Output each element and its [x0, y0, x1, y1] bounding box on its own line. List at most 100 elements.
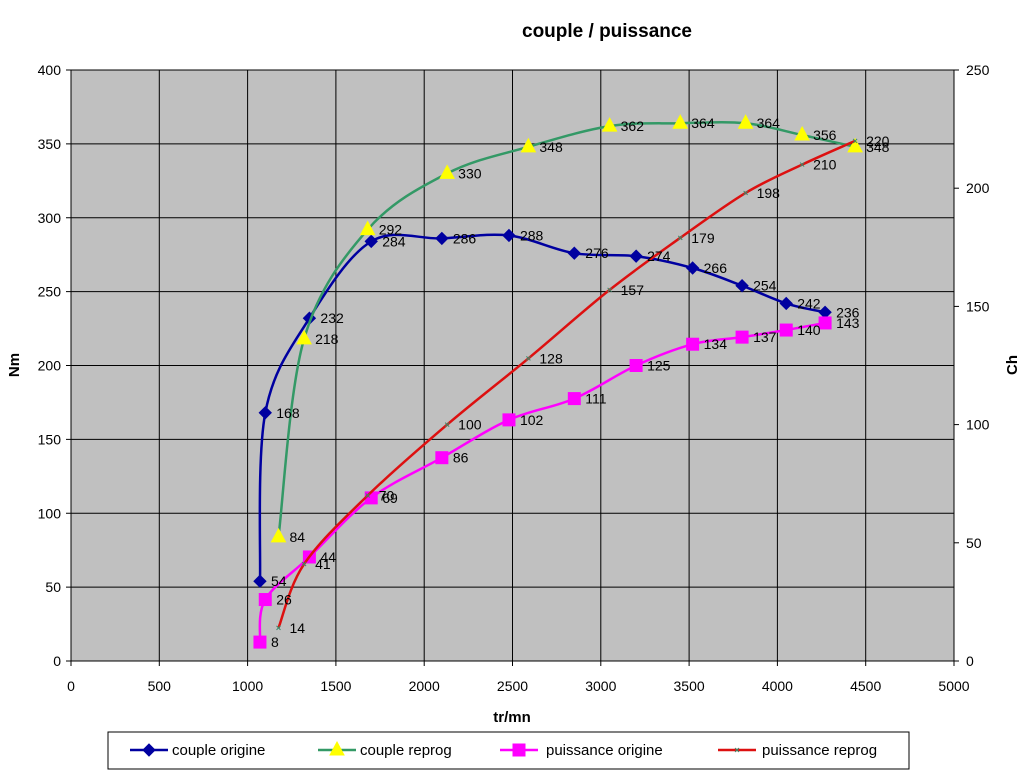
data-label-puissance-origine: 102	[520, 412, 544, 428]
x-tick-label: 4000	[762, 678, 793, 694]
y-left-tick-label: 300	[38, 210, 62, 226]
data-point-puissance-origine	[502, 413, 516, 427]
data-point-couple-origine	[567, 246, 582, 260]
data-point-puissance-reprog	[444, 422, 450, 427]
x-marker-stroke	[301, 561, 307, 567]
x-tick-label: 4500	[850, 678, 881, 694]
y-left-tick-label: 400	[38, 62, 62, 78]
data-label-couple-origine: 288	[520, 227, 544, 243]
data-label-puissance-origine: 125	[647, 358, 671, 374]
series-line-puissance-reprog	[277, 139, 856, 629]
data-label-puissance-origine: 69	[382, 490, 398, 506]
data-point-couple-reprog	[601, 117, 618, 132]
data-labels: 54 168 232 284 286 288 276 274 266 254 242 236 84 218…	[271, 115, 890, 650]
data-label-puissance-origine: 111	[585, 391, 606, 407]
legend-label: puissance origine	[546, 742, 663, 759]
data-label-couple-reprog: 348	[539, 139, 563, 155]
data-label-couple-reprog: 364	[757, 115, 781, 131]
data-label-couple-reprog: 292	[379, 222, 403, 238]
x-marker-stroke	[852, 138, 858, 144]
x-marker-stroke	[444, 422, 450, 427]
data-label-puissance-origine: 8	[271, 634, 279, 650]
legend: couple origine couple reprog puissance ori…	[107, 731, 910, 770]
data-point-puissance-reprog	[276, 625, 281, 631]
data-point-couple-reprog	[672, 114, 689, 129]
x-tick-label: 0	[67, 678, 75, 694]
x-tick-label: 5000	[938, 678, 969, 694]
data-label-puissance-origine: 137	[753, 329, 777, 345]
legend-item-puissance-reprog: puissance reprog	[718, 742, 877, 759]
data-label-puissance-origine: 134	[704, 336, 728, 352]
data-label-puissance-reprog: 157	[621, 282, 645, 298]
x-tick-label: 2500	[497, 678, 528, 694]
data-label-puissance-reprog: 220	[866, 133, 890, 149]
x-marker-stroke	[799, 162, 805, 167]
y-left-tick-label: 0	[53, 653, 61, 669]
data-point-puissance-reprog	[852, 138, 858, 144]
data-label-couple-origine: 254	[753, 278, 777, 294]
y-right-tick-label: 50	[966, 535, 982, 551]
series-layer	[253, 114, 863, 649]
x-marker-stroke	[677, 235, 683, 241]
legend-label: couple reprog	[360, 742, 452, 759]
x-marker-stroke	[734, 747, 740, 753]
data-point-couple-origine	[779, 296, 793, 311]
data-label-puissance-origine: 140	[797, 322, 821, 338]
data-point-puissance-reprog	[301, 561, 307, 567]
data-label-puissance-origine: 86	[453, 450, 469, 466]
data-label-couple-origine: 168	[276, 405, 300, 421]
y-left-tick-label: 250	[38, 284, 62, 300]
data-label-couple-reprog: 356	[813, 127, 837, 143]
data-label-couple-reprog: 364	[691, 115, 715, 131]
series-puissance-reprog	[276, 138, 858, 631]
chart-title: couple / puissance	[522, 21, 692, 42]
legend-item-couple-reprog: couple reprog	[318, 740, 452, 759]
data-point-couple-origine	[685, 261, 700, 275]
legend-item-puissance-origine: puissance origine	[500, 742, 663, 759]
x-marker-stroke	[526, 356, 531, 361]
data-label-couple-reprog: 84	[290, 529, 306, 545]
legend-label: couple origine	[172, 742, 265, 759]
x-tick-label: 2000	[409, 678, 440, 694]
y-left-tick-label: 100	[38, 505, 62, 521]
legend-swatch-marker	[142, 743, 156, 757]
y-left-tick-label: 350	[38, 136, 62, 152]
x-tick-label: 1500	[320, 678, 351, 694]
legend-item-couple-origine: couple origine	[130, 742, 265, 759]
y-left-tick-label: 200	[38, 358, 62, 374]
y-right-tick-label: 150	[966, 298, 990, 314]
data-point-couple-origine	[258, 406, 272, 420]
data-point-couple-reprog	[737, 114, 754, 129]
x-tick-label: 1000	[232, 678, 263, 694]
data-point-puissance-origine	[253, 635, 267, 649]
legend-swatch-marker	[329, 740, 345, 756]
data-label-puissance-origine: 143	[836, 315, 860, 331]
data-label-couple-reprog: 330	[458, 165, 482, 181]
data-label-puissance-reprog: 70	[379, 488, 395, 504]
data-label-couple-origine: 284	[382, 233, 406, 249]
data-label-puissance-reprog: 210	[813, 157, 837, 173]
data-label-couple-origine: 274	[647, 248, 671, 264]
data-point-puissance-origine	[435, 451, 449, 465]
data-label-puissance-reprog: 14	[290, 620, 306, 636]
data-point-puissance-origine	[629, 359, 643, 372]
gridlines	[71, 70, 954, 661]
data-label-puissance-reprog: 198	[757, 185, 781, 201]
data-point-couple-reprog	[847, 137, 863, 153]
data-point-puissance-reprog	[799, 162, 805, 167]
x-marker-stroke	[276, 625, 281, 631]
data-label-couple-origine: 236	[836, 304, 860, 320]
y-right-tick-label: 200	[966, 180, 990, 196]
legend-label: puissance reprog	[762, 742, 877, 759]
data-label-puissance-reprog: 100	[458, 417, 482, 433]
data-point-couple-origine	[364, 234, 378, 249]
data-label-puissance-origine: 44	[320, 549, 336, 565]
legend-swatch-marker	[734, 747, 740, 753]
data-point-couple-reprog	[270, 527, 287, 543]
data-point-puissance-origine	[686, 337, 700, 351]
data-point-puissance-origine	[258, 593, 272, 607]
y-left-tick-label: 150	[38, 431, 62, 447]
data-point-puissance-reprog	[677, 235, 683, 241]
data-label-couple-origine: 266	[704, 260, 728, 276]
y-right-tick-label: 250	[966, 62, 990, 78]
